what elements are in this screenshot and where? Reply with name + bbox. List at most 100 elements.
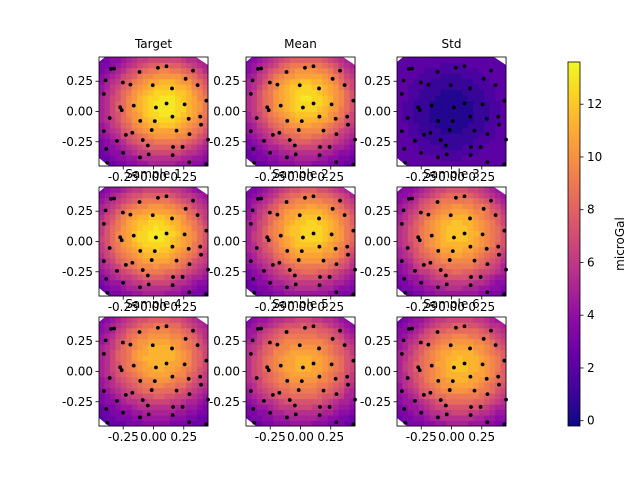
contour-cell <box>126 78 133 85</box>
contour-cell <box>322 155 329 161</box>
station-point <box>146 412 151 417</box>
contour-cell <box>467 355 474 361</box>
contour-cell <box>197 360 203 367</box>
station-point <box>170 374 175 379</box>
station-point <box>447 258 452 262</box>
station-point <box>502 292 507 297</box>
contour-cell <box>446 366 452 372</box>
y-tick-label: 0.00 <box>213 105 240 119</box>
contour-cell <box>191 371 198 378</box>
contour-cell <box>495 274 501 281</box>
contour-cell <box>462 73 469 80</box>
station-point <box>342 343 347 348</box>
contour-cell <box>456 100 463 107</box>
contour-cell <box>489 415 496 421</box>
contour-cell <box>407 263 414 270</box>
contour-cell <box>311 78 318 85</box>
contour-cell <box>137 89 143 96</box>
hull-mask <box>246 57 252 62</box>
contour-cell <box>120 241 127 248</box>
contour-cell <box>467 203 474 210</box>
contour-cell <box>251 355 258 361</box>
contour-cell <box>289 246 296 253</box>
contour-cell <box>180 393 187 400</box>
contour-cell <box>402 230 409 237</box>
contour-cell <box>267 73 274 80</box>
contour-cell <box>484 252 491 259</box>
contour-cell <box>489 160 496 167</box>
contour-cell <box>424 230 431 237</box>
contour-cell <box>462 241 469 248</box>
contour-cell <box>267 133 274 140</box>
contour-cell <box>322 111 329 118</box>
contour-cell <box>413 230 420 237</box>
contour-cell <box>295 366 301 372</box>
contour-cell <box>180 225 187 231</box>
contour-cell <box>424 279 431 286</box>
contour-cell <box>305 415 312 421</box>
contour-cell <box>278 290 285 297</box>
contour-cell <box>126 257 133 264</box>
contour-cell <box>446 138 452 145</box>
station-point <box>496 114 501 119</box>
contour-cell <box>109 274 116 281</box>
contour-cell <box>451 285 458 291</box>
contour-cell <box>246 133 252 140</box>
contour-cell <box>407 327 414 334</box>
contour-cell <box>418 327 425 334</box>
contour-cell <box>158 290 165 297</box>
contour-cell <box>402 203 409 210</box>
contour-cell <box>456 192 463 199</box>
station-point <box>421 392 426 397</box>
contour-cell <box>446 111 452 118</box>
contour-cell <box>202 62 209 69</box>
contour-cell <box>273 236 280 242</box>
contour-cell <box>333 344 340 351</box>
contour-cell <box>256 57 263 63</box>
contour-cell <box>322 116 329 123</box>
contour-cell <box>137 355 143 361</box>
station-point <box>138 378 143 383</box>
contour-cell <box>305 219 312 226</box>
contour-cell <box>327 285 334 291</box>
contour-cell <box>109 285 116 291</box>
contour-cell <box>295 187 301 193</box>
contour-cell <box>104 252 111 259</box>
station-point <box>334 132 339 137</box>
contour-cell <box>462 398 469 405</box>
contour-cell <box>273 366 280 372</box>
contour-cell <box>251 57 258 63</box>
contour-cell <box>484 62 491 69</box>
contour-cell <box>131 122 138 129</box>
contour-cell <box>305 241 312 248</box>
contour-cell <box>246 241 252 248</box>
contour-cell <box>142 279 149 286</box>
contour-cell <box>402 285 409 291</box>
station-point <box>150 83 155 88</box>
contour-cell <box>126 241 133 248</box>
contour-cell <box>397 360 403 367</box>
contour-cell <box>456 268 463 275</box>
contour-cell <box>246 285 252 291</box>
contour-cell <box>186 344 193 351</box>
contour-cell <box>295 338 301 345</box>
contour-cell <box>440 187 447 193</box>
contour-cell <box>467 95 474 101</box>
contour-cell <box>109 214 116 221</box>
contour-cell <box>99 268 105 275</box>
contour-cell <box>175 106 182 112</box>
y-tick-label: 0.00 <box>364 105 391 119</box>
station-point <box>351 292 356 297</box>
contour-cell <box>256 387 263 394</box>
contour-cell <box>446 219 452 226</box>
contour-cell <box>402 106 409 112</box>
contour-cell <box>246 144 252 151</box>
contour-cell <box>246 236 252 242</box>
contour-cell <box>267 415 274 421</box>
station-point <box>262 138 266 143</box>
station-point <box>448 213 453 218</box>
contour-cell <box>467 62 474 69</box>
contour-cell <box>169 376 176 383</box>
contour-cell <box>300 111 307 118</box>
contour-cell <box>202 133 209 140</box>
